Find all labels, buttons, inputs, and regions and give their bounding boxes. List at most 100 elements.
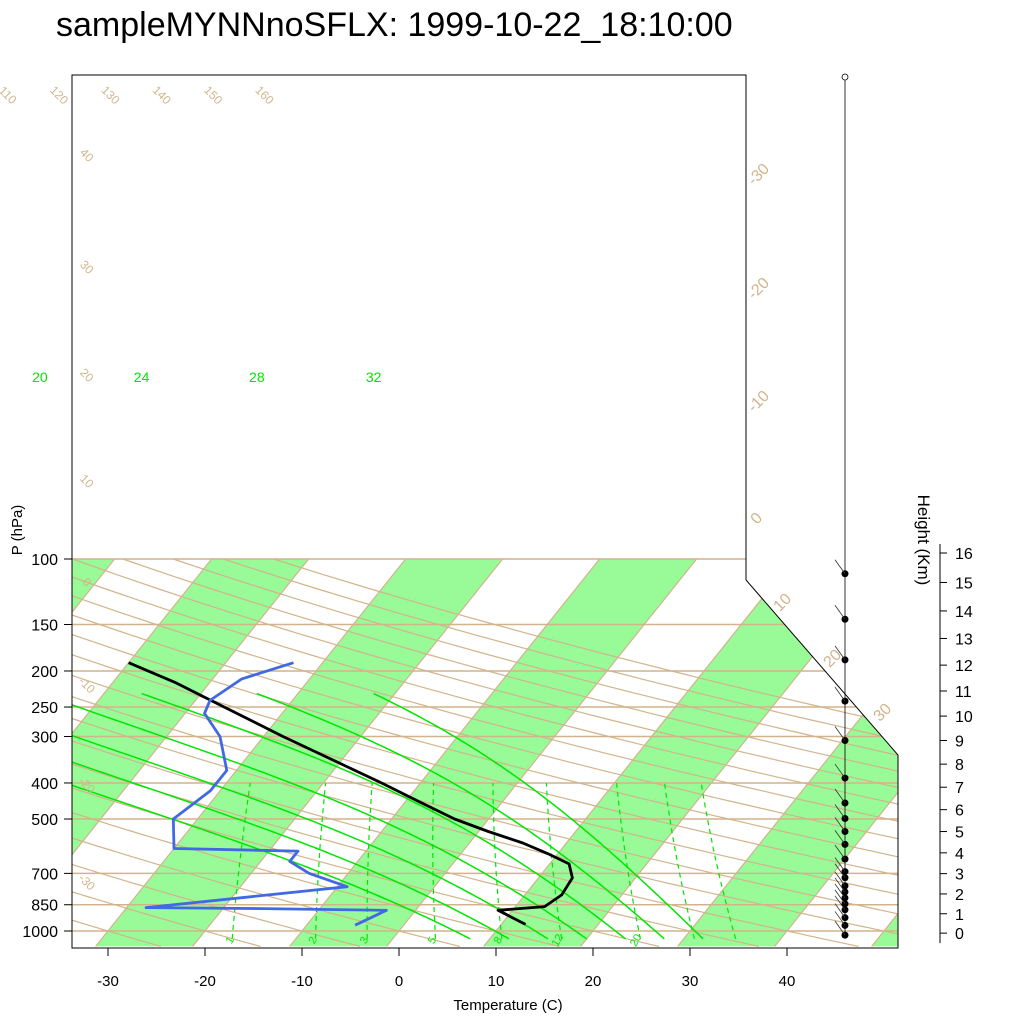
wind-barb	[834, 903, 846, 918]
mixing-ratio-label: 8	[492, 935, 505, 946]
isotherm-label-right: 0	[748, 510, 766, 528]
dry-adiabat-label: 150	[201, 83, 225, 107]
moist-adiabat-line	[373, 692, 704, 940]
moist-adiabat-label: 28	[249, 369, 265, 385]
x-tick-label: 30	[682, 973, 699, 990]
isotherm-label-left: 30	[77, 257, 97, 277]
isotherm-line	[969, 559, 1024, 946]
dry-adiabat-label: 110	[0, 83, 20, 107]
isotherm-label-right: -10	[745, 388, 773, 416]
isotherm-line	[72, 558, 213, 947]
y-axis-label: P (hPa)	[9, 505, 26, 556]
pressure-tick-label: 300	[31, 729, 58, 746]
isotherm-line	[72, 558, 310, 947]
dry-adiabat-line	[122, 558, 898, 947]
pressure-tick-label: 850	[31, 898, 58, 915]
height-tick-label: 4	[955, 846, 964, 863]
wind-barb	[834, 788, 846, 804]
dry-adiabat-label: 130	[98, 83, 122, 107]
height-tick-label: 13	[955, 631, 973, 648]
isotherm-line	[0, 559, 18, 946]
isotherm-label-right: 10	[771, 590, 796, 615]
mixing-ratio-label: 5	[426, 935, 439, 946]
pressure-tick-label: 700	[31, 866, 58, 883]
pressure-tick-label: 200	[31, 664, 58, 681]
isotherm-label-left: -30	[76, 871, 98, 893]
wind-barb	[834, 920, 846, 936]
isotherm-label-left: 20	[77, 365, 97, 385]
pressure-tick-label: 500	[31, 812, 58, 829]
moist-adiabat-line	[72, 692, 471, 940]
mixing-ratio-line	[700, 782, 737, 940]
mixing-ratio-line	[492, 782, 503, 939]
dry-adiabat-line	[223, 558, 898, 947]
isotherm-line	[289, 558, 601, 947]
wind-barb	[834, 830, 846, 845]
temperature-profile-line	[128, 661, 574, 926]
mixing-ratio-label: 12	[550, 932, 567, 949]
wind-barb	[834, 804, 846, 819]
dry-adiabat-line	[72, 558, 898, 947]
wind-barb	[834, 645, 846, 661]
mixing-ratio-label: 3	[358, 935, 371, 946]
mixing-ratio-line	[231, 782, 251, 939]
height-tick-label: 11	[955, 684, 972, 701]
mixing-ratio-line	[616, 782, 641, 940]
wind-profile	[834, 73, 849, 939]
isotherm-line	[386, 558, 698, 947]
isotherm-label-left: 40	[77, 145, 97, 165]
wind-barb	[834, 605, 846, 620]
wind-barb	[834, 857, 846, 872]
pressure-tick-label: 100	[31, 552, 58, 569]
mixing-ratio-line	[366, 782, 373, 939]
isotherm-line	[677, 558, 898, 947]
temperature-band	[483, 559, 891, 947]
x-tick-label: -20	[194, 973, 216, 990]
mixing-ratio-line	[545, 782, 563, 939]
x-tick-label: 0	[395, 973, 403, 990]
moist-adiabat-line	[72, 692, 588, 940]
isotherm-label-right: -30	[745, 161, 773, 189]
moist-adiabat-line	[256, 692, 665, 940]
isotherm-line	[483, 558, 795, 947]
dry-adiabat-line	[72, 558, 898, 947]
wind-barb	[834, 817, 846, 832]
height-tick-label: 16	[955, 546, 973, 563]
x-tick-label: 20	[585, 973, 602, 990]
wind-barb	[834, 895, 846, 911]
wind-barb	[834, 883, 846, 899]
dry-adiabat-line	[72, 558, 898, 947]
height-tick-label: 2	[955, 887, 964, 904]
height-tick-label: 7	[955, 780, 964, 797]
height-tick-label: 12	[955, 658, 973, 675]
height-axis-label: Height (Km)	[914, 495, 933, 586]
moist-adiabat-line	[72, 692, 510, 940]
pressure-tick-label: 150	[31, 618, 58, 635]
moist-adiabat-label: 32	[366, 369, 382, 385]
plot-frame	[71, 74, 899, 949]
axes: -30 -20 -10 0 10 20 30 401001502002503004005007…	[22, 543, 973, 990]
height-tick-label: 5	[955, 825, 964, 842]
isotherm-label-right: 20	[821, 646, 846, 671]
wind-top-marker	[841, 73, 849, 81]
temperature-band	[72, 559, 309, 947]
dry-adiabat-line	[72, 558, 898, 947]
mixing-ratio-line	[432, 782, 437, 939]
x-tick-label: 40	[779, 973, 796, 990]
pressure-tick-label: 250	[31, 700, 58, 717]
isotherm-lines	[0, 558, 1024, 947]
height-tick-label: 9	[955, 733, 964, 750]
wind-barb	[834, 863, 846, 878]
height-tick-label: 14	[955, 604, 973, 621]
wind-barb	[834, 911, 846, 926]
dry-adiabat-line	[72, 558, 898, 947]
dry-adiabat-label: 160	[253, 83, 277, 107]
dry-adiabat-line	[72, 558, 898, 947]
mixing-ratio-label: 1	[224, 935, 237, 946]
isotherm-line	[774, 558, 898, 947]
dry-adiabat-line	[72, 558, 460, 947]
sounding-profiles	[128, 661, 574, 927]
height-tick-label: 6	[955, 803, 964, 820]
dry-adiabat-line	[72, 558, 361, 947]
